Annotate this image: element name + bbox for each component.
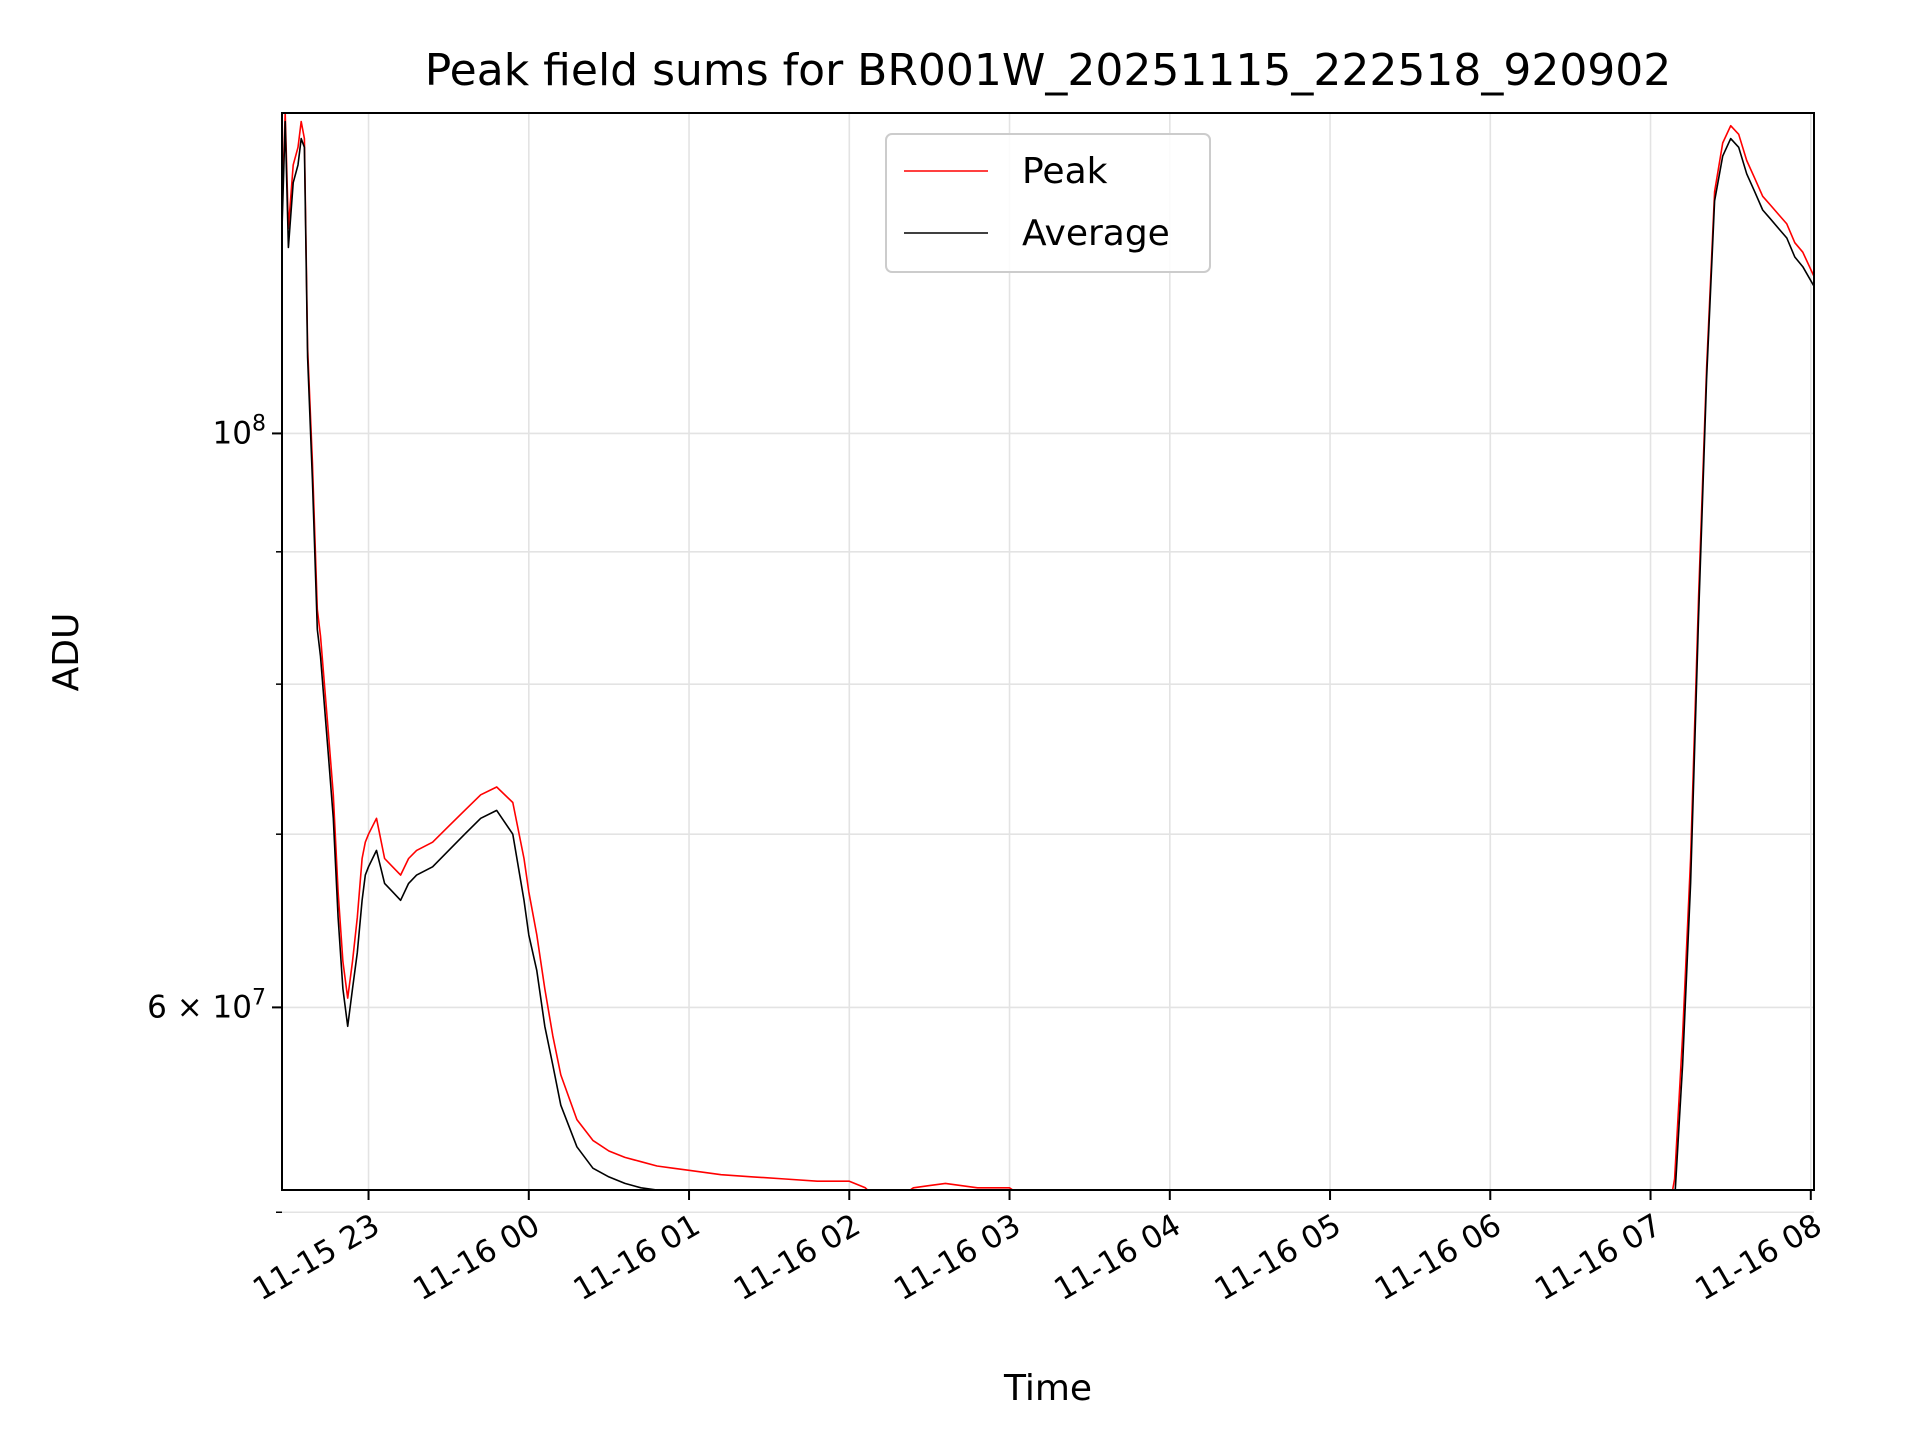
series-layer — [282, 113, 1814, 1190]
y-tick-label: 6 × 107 — [147, 985, 266, 1025]
plot-frame — [281, 112, 1815, 1191]
y-axis-label: ADU — [46, 613, 87, 692]
legend-label-peak: Peak — [1022, 151, 1108, 192]
legend-box — [885, 133, 1211, 273]
series-line-peak — [282, 113, 1814, 1190]
legend: Peak Average — [885, 133, 1211, 273]
chart-title: Peak field sums for BR001W_20251115_2225… — [425, 45, 1672, 96]
series-line-average — [282, 120, 1814, 1190]
legend-label-average: Average — [1022, 213, 1170, 254]
grid — [282, 113, 1814, 1214]
x-axis-label: Time — [1003, 1368, 1092, 1409]
y-tick-label: 108 — [213, 411, 266, 451]
